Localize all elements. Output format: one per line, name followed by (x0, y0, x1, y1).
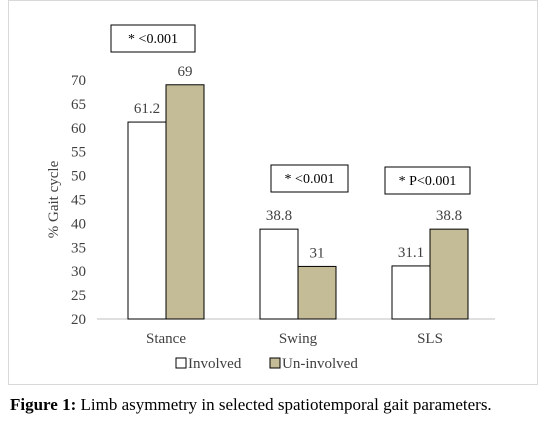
data-label: 31.1 (398, 245, 424, 261)
y-tick-label: 70 (71, 73, 86, 89)
data-label: 31 (310, 245, 325, 261)
y-axis-title: % Gait cycle (46, 160, 62, 238)
data-label: 38.8 (266, 208, 292, 224)
p-value-box (270, 164, 349, 193)
y-tick-label: 45 (71, 193, 86, 209)
category-label: Stance (146, 331, 186, 347)
y-tick-label: 55 (71, 145, 86, 161)
bar-involved (259, 228, 299, 320)
y-tick-label: 60 (71, 121, 86, 137)
legend-label: Involved (188, 356, 242, 372)
y-tick-label: 40 (71, 216, 86, 232)
category-label: Swing (279, 331, 318, 347)
legend-label: Un-involved (282, 356, 358, 372)
data-label: 38.8 (436, 208, 462, 224)
y-tick-label: 35 (71, 240, 86, 256)
p-value-label: * P<0.001 (399, 174, 457, 189)
bar-involved (391, 265, 431, 320)
legend-swatch-involved (175, 357, 187, 369)
p-value-label: * <0.001 (285, 172, 335, 187)
p-value-box (110, 24, 196, 53)
y-tick-label: 65 (71, 97, 86, 113)
legend-swatch-uninvolved (269, 357, 281, 369)
data-label: 61.2 (134, 101, 160, 117)
p-value-box (384, 166, 471, 195)
y-tick-label: 20 (71, 312, 86, 328)
y-tick-label: 25 (71, 288, 86, 304)
bar-chart: 20 25 30 35 40 45 50 55 60 65 70 % Gait cycle 61.2 69… (46, 24, 495, 372)
bar-uninvolved (165, 84, 205, 320)
y-tick-label: 50 (71, 169, 86, 185)
category-label: SLS (417, 331, 443, 347)
y-tick-label: 30 (71, 264, 86, 280)
caption-label: Figure 1: (10, 395, 77, 414)
data-label: 69 (178, 64, 193, 80)
figure-caption: Figure 1: Limb asymmetry in selected spa… (10, 393, 532, 417)
bar-uninvolved (429, 228, 469, 320)
p-value-label: * <0.001 (128, 32, 178, 47)
caption-text: Limb asymmetry in selected spatiotempora… (76, 395, 492, 414)
bar-uninvolved (297, 265, 337, 320)
bar-involved (127, 121, 167, 320)
